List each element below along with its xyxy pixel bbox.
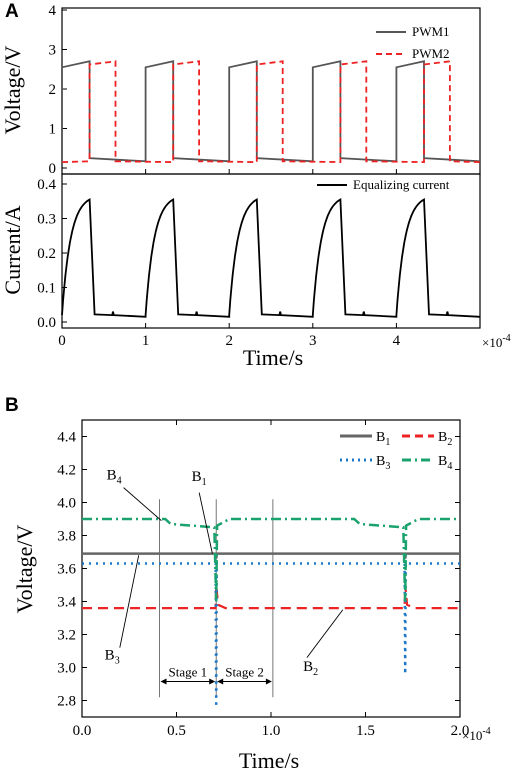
b-ytick-label: 4.4 <box>57 430 76 446</box>
stage-label: Stage 2 <box>225 665 264 680</box>
legend-b2-label: B2 <box>438 430 452 448</box>
a-xtick-label: 2 <box>225 333 233 349</box>
b-ytick-label: 3.6 <box>57 562 76 578</box>
annotation-sub: 3 <box>115 655 120 666</box>
annotation-leader <box>123 487 162 521</box>
a-xlabel: Time/s <box>243 345 303 370</box>
annotation-sub: 2 <box>313 667 318 678</box>
annotation-leader <box>198 492 213 554</box>
series-line-equalizing-current <box>61 197 481 318</box>
a-xtick-label: 3 <box>309 333 317 349</box>
a-xtick-label: 0 <box>58 333 66 349</box>
b-ytick-label: 3.4 <box>57 595 76 611</box>
b-ylabel: Voltage/V <box>12 524 37 613</box>
annotation-leader <box>119 555 140 648</box>
panel-a-label: A <box>5 1 19 22</box>
legend-b4-sub: 4 <box>447 461 452 472</box>
legend-b4-name: B <box>438 454 447 469</box>
annotation-label: B4 <box>107 467 122 486</box>
a-bottom-legend: Equalizing current <box>317 177 450 192</box>
a-bottom-ytick-label: 0.0 <box>37 315 56 331</box>
panel-b: B 2.8 3.0 3.2 3.4 3.6 3.8 4.0 4.2 4.4 0.0 0.5 1.0 1.… <box>5 395 491 773</box>
stage-arrowhead-right <box>265 678 272 685</box>
annotation-label: B2 <box>303 659 318 678</box>
a-bottom-ytick-label: 0.4 <box>37 177 56 193</box>
a-xtick-label: 4 <box>393 333 401 349</box>
b-x-multiplier-exp: -4 <box>482 726 490 737</box>
b-xlabel: Time/s <box>239 748 299 773</box>
legend-b1-name: B <box>376 430 385 445</box>
legend-b2-name: B <box>438 430 447 445</box>
series-line-b2 <box>82 584 460 610</box>
b-legend: B1 B2 B3 B4 <box>340 430 452 472</box>
b-ytick-label: 3.0 <box>57 661 76 677</box>
a-bottom-ytick-label: 0.2 <box>37 246 56 262</box>
legend-pwm1-label: PWM1 <box>412 24 450 39</box>
legend-current-label: Equalizing current <box>353 177 450 192</box>
annotation-label: B1 <box>192 469 207 488</box>
a-top-ytick-label: 4 <box>49 3 57 19</box>
annotation-leader <box>306 609 344 658</box>
annotation-sub: 4 <box>117 475 122 486</box>
a-top-legend: PWM1 PWM2 <box>376 24 450 61</box>
legend-b3-label: B3 <box>376 454 390 472</box>
b-xtick-label: 2.0 <box>451 723 470 739</box>
legend-b3-name: B <box>376 454 385 469</box>
stage-label: Stage 1 <box>169 665 208 680</box>
annotation-text: B <box>107 467 117 483</box>
b-xtick-label: 1.0 <box>262 723 281 739</box>
legend-pwm2-label: PWM2 <box>412 46 450 61</box>
a-top-ylabel: Voltage/V <box>0 45 25 134</box>
series-line-b4 <box>82 517 460 602</box>
a-bottom-ytick-label: 0.1 <box>37 281 56 297</box>
legend-b3-sub: 3 <box>385 461 390 472</box>
b-xtick-label: 0.0 <box>73 723 92 739</box>
legend-b1-sub: 1 <box>385 437 390 448</box>
legend-b2-sub: 2 <box>447 437 452 448</box>
a-x-multiplier-base: ×10 <box>482 335 502 350</box>
b-ytick-label: 3.2 <box>57 628 76 644</box>
b-xtick-label: 0.5 <box>167 723 186 739</box>
series-line-b3 <box>82 562 460 708</box>
a-bottom-frame <box>61 173 481 329</box>
panel-b-label: B <box>5 395 19 416</box>
annotation-text: B <box>105 647 115 663</box>
annotation-text: B <box>303 659 313 675</box>
legend-b4-label: B4 <box>438 454 452 472</box>
b-ytick-label: 3.8 <box>57 529 76 545</box>
a-x-multiplier-exp: -4 <box>502 333 510 344</box>
b-x-multiplier-base: ×10 <box>462 728 482 743</box>
stage-arrowhead-left <box>160 678 167 685</box>
annotation-text: B <box>192 469 202 485</box>
a-top-ytick-label: 1 <box>49 122 57 138</box>
a-xtick-label: 1 <box>142 333 150 349</box>
annotation-label: B3 <box>105 647 120 666</box>
series-line-pwm1 <box>61 60 481 163</box>
b-ytick-label: 4.2 <box>57 463 76 479</box>
b-xtick-label: 1.5 <box>356 723 375 739</box>
stage-arrowhead-left <box>217 678 224 685</box>
a-x-multiplier: ×10-4 <box>482 333 511 350</box>
annotation-sub: 1 <box>202 477 207 488</box>
b-ytick-label: 2.8 <box>57 694 76 710</box>
a-bottom-ylabel: Current/A <box>0 205 25 294</box>
panel-a-current-plot: 0.0 0.1 0.2 0.3 0.4 0 1 2 3 4 <box>37 173 481 349</box>
stage-arrowhead-right <box>209 678 216 685</box>
series-line-pwm2 <box>61 60 481 164</box>
a-top-ytick-label: 3 <box>49 43 57 59</box>
b-x-multiplier: ×10-4 <box>462 726 491 743</box>
legend-b1-label: B1 <box>376 430 390 448</box>
a-bottom-ytick-label: 0.3 <box>37 212 56 228</box>
b-ytick-label: 4.0 <box>57 496 76 512</box>
a-top-ytick-label: 0 <box>49 161 57 177</box>
a-top-ytick-label: 2 <box>49 82 57 98</box>
panel-b-voltage-plot: 2.8 3.0 3.2 3.4 3.6 3.8 4.0 4.2 4.4 0.0 0.5 1.0 1.5 2… <box>57 419 470 739</box>
